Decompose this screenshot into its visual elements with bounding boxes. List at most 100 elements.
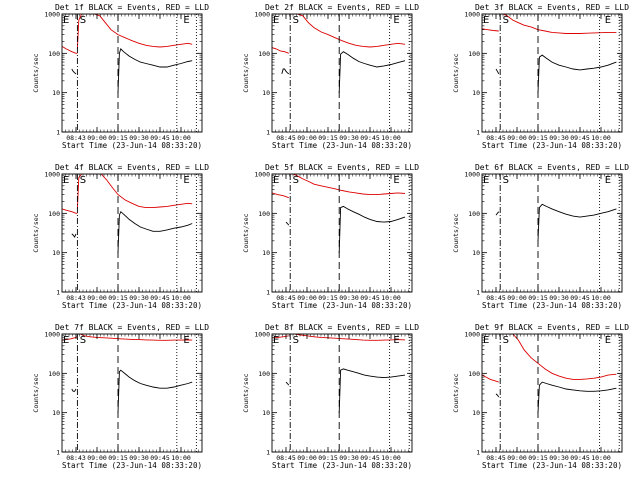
panel-title: Det 1f BLACK = Events, RED = LLD [55, 3, 209, 12]
y-tick-label: 100 [468, 370, 480, 378]
x-tick-label: 10:00 [591, 454, 611, 462]
flag-e: E [393, 175, 399, 186]
x-tick-label: 09:30 [549, 454, 569, 462]
flag-e: E [483, 15, 489, 26]
x-axis-title: Start Time (23-Jun-14 08:33:20) [62, 461, 202, 470]
y-axis-title: Counts/sec [242, 373, 250, 412]
x-tick-label: 08:45 [276, 134, 296, 142]
x-axis-title: Start Time (23-Jun-14 08:33:20) [272, 141, 412, 150]
lld-curve-seg-2 [76, 174, 193, 209]
lld-curve-seg-1 [272, 192, 289, 199]
x-tick-label: 10:00 [171, 454, 191, 462]
flag-e: E [393, 15, 399, 26]
events-curve-seg-1 [285, 221, 290, 226]
flag-e: E [183, 15, 189, 26]
flag-s: S [503, 15, 509, 26]
x-tick-label: 09:00 [87, 454, 107, 462]
y-tick-label: 10 [52, 409, 60, 417]
panel-title: Det 9f BLACK = Events, RED = LLD [475, 323, 629, 332]
lld-curve-seg-1 [482, 374, 499, 383]
y-tick-label: 1 [56, 129, 60, 137]
x-tick-label: 09:15 [108, 454, 128, 462]
flag-e: E [183, 175, 189, 186]
y-tick-label: 1 [266, 289, 270, 297]
x-tick-label: 08:45 [486, 134, 506, 142]
events-curve-seg-1 [495, 393, 500, 398]
lld-curve-seg-2 [500, 334, 617, 380]
flag-s: S [293, 15, 299, 26]
y-axis-title: Counts/sec [452, 213, 460, 252]
x-tick-label: 10:00 [591, 294, 611, 302]
x-tick-label: 09:00 [297, 454, 317, 462]
lld-curve-seg-2 [290, 14, 406, 48]
y-tick-label: 10 [472, 89, 480, 97]
y-tick-label: 1 [476, 449, 480, 457]
x-axis-title: Start Time (23-Jun-14 08:33:20) [62, 141, 202, 150]
flag-e: E [183, 335, 189, 346]
panel-title: Det 2f BLACK = Events, RED = LLD [265, 3, 419, 12]
y-tick-label: 10 [472, 249, 480, 257]
flag-s: S [503, 335, 509, 346]
x-tick-label: 09:45 [360, 454, 380, 462]
y-tick-label: 10 [262, 409, 270, 417]
x-tick-label: 10:00 [381, 134, 401, 142]
flag-e: E [605, 15, 611, 26]
x-tick-label: 09:45 [570, 134, 590, 142]
x-tick-label: 09:30 [549, 134, 569, 142]
x-axis-title: Start Time (23-Jun-14 08:33:20) [482, 461, 622, 470]
lld-curve-seg-1 [272, 47, 289, 54]
x-axis-title: Start Time (23-Jun-14 08:33:20) [272, 301, 412, 310]
x-tick-label: 09:00 [87, 294, 107, 302]
x-tick-label: 09:45 [150, 294, 170, 302]
plot-frame [271, 13, 413, 133]
x-tick-label: 09:15 [108, 134, 128, 142]
flag-e: E [273, 335, 279, 346]
panel-2: Det 2f BLACK = Events, RED = LLD E S E 1 10 10… [242, 3, 419, 150]
x-tick-label: 08:43 [66, 454, 86, 462]
flag-e: E [393, 335, 399, 346]
y-axis-title: Counts/sec [242, 213, 250, 252]
lld-curve-seg-2 [76, 14, 193, 49]
events-curve-seg-2 [338, 368, 406, 413]
panel-title: Det 3f BLACK = Events, RED = LLD [475, 3, 629, 12]
events-curve-seg-1 [281, 68, 290, 75]
events-curve-seg-1 [495, 68, 500, 75]
events-curve-seg-2 [537, 203, 617, 241]
y-tick-label: 1 [266, 449, 270, 457]
y-tick-label: 10 [52, 249, 60, 257]
flag-s: S [80, 335, 86, 346]
x-tick-label: 09:00 [297, 294, 317, 302]
panel-5: Det 5f BLACK = Events, RED = LLD E S E 1 10 10… [242, 163, 419, 310]
x-tick-label: 09:00 [297, 134, 317, 142]
y-tick-label: 10 [262, 249, 270, 257]
plot-frame [61, 13, 203, 133]
y-axis-title: Counts/sec [452, 373, 460, 412]
events-curve-seg-1 [71, 68, 77, 75]
y-axis-title: Counts/sec [32, 53, 40, 92]
x-tick-label: 09:15 [528, 294, 548, 302]
x-tick-label: 09:15 [318, 294, 338, 302]
x-tick-label: 08:43 [66, 294, 86, 302]
y-tick-label: 10 [52, 89, 60, 97]
plot-frame [61, 173, 203, 293]
flag-e: E [63, 175, 69, 186]
events-curve-seg-2 [537, 54, 617, 93]
x-tick-label: 09:45 [570, 454, 590, 462]
y-tick-label: 1000 [464, 331, 480, 339]
y-tick-label: 1 [56, 449, 60, 457]
flag-e: E [605, 335, 611, 346]
lld-curve-seg-2 [500, 14, 617, 34]
panel-title: Det 8f BLACK = Events, RED = LLD [265, 323, 419, 332]
y-tick-label: 1000 [44, 331, 60, 339]
plot-frame [481, 13, 623, 133]
plot-frame [61, 333, 203, 453]
panel-9: Det 9f BLACK = Events, RED = LLD E S E 1 10 10… [452, 323, 629, 470]
lld-curve-seg-1 [62, 208, 78, 214]
lld-curve-seg-1 [62, 46, 78, 54]
flag-e: E [483, 335, 489, 346]
x-tick-label: 08:45 [486, 454, 506, 462]
x-tick-label: 09:45 [360, 134, 380, 142]
flag-s: S [80, 175, 86, 186]
events-curve-seg-2 [117, 48, 193, 93]
